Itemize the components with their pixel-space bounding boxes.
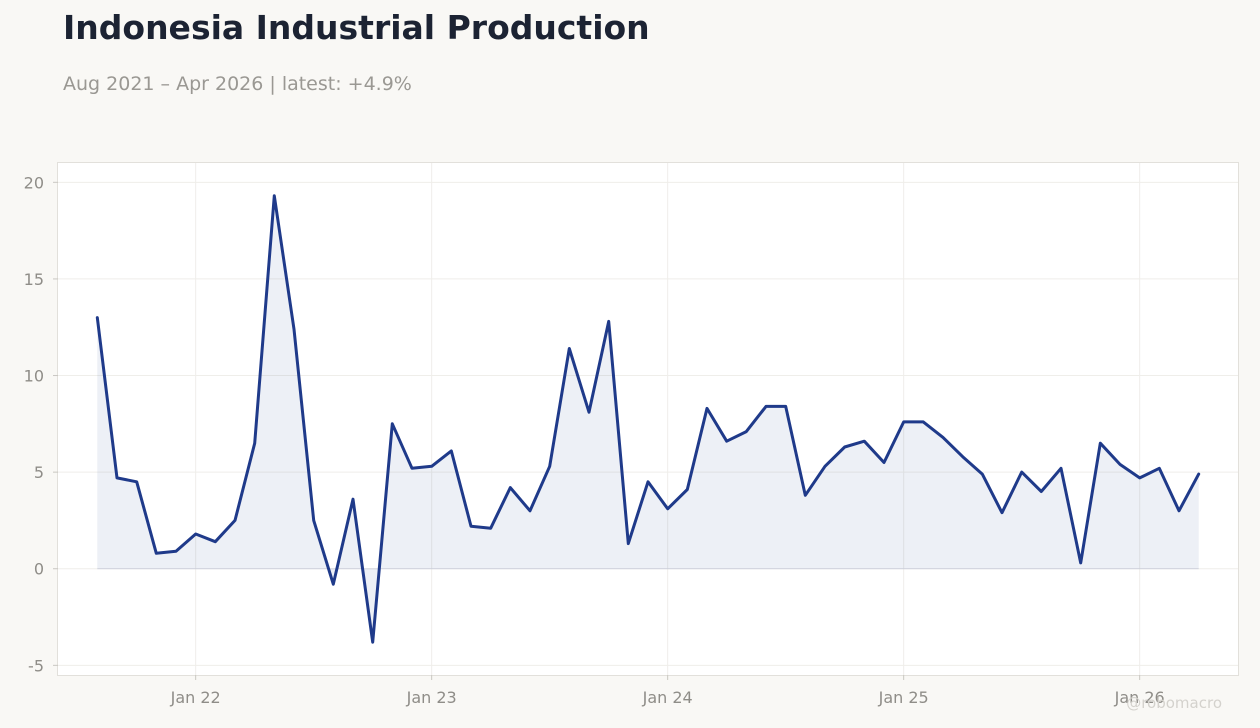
x-tick-label: Jan 23 — [406, 688, 457, 707]
chart-title: Indonesia Industrial Production — [63, 8, 650, 47]
x-tick-label: Jan 26 — [1114, 688, 1165, 707]
x-tick-label: Jan 22 — [170, 688, 221, 707]
x-axis: Jan 22 Jan 23 Jan 24 Jan 25 Jan 26 — [170, 675, 1165, 707]
series-line — [95, 194, 1201, 644]
plot-area — [57, 162, 1239, 676]
y-tick-label: 10 — [24, 367, 44, 386]
y-axis: -5 0 5 10 15 20 — [24, 173, 58, 675]
series-area — [97, 195, 1199, 643]
y-tick-label: 15 — [24, 270, 44, 289]
x-tick-label: Jan 25 — [878, 688, 929, 707]
y-tick-label: -5 — [28, 656, 44, 675]
y-tick-label: 20 — [24, 173, 44, 192]
grid — [58, 163, 1238, 675]
y-tick-label: 0 — [34, 560, 44, 579]
y-tick-label: 5 — [34, 463, 44, 482]
watermark: @robomacro — [1126, 694, 1222, 712]
chart-subtitle: Aug 2021 – Apr 2026 | latest: +4.9% — [63, 73, 412, 95]
x-tick-label: Jan 24 — [642, 688, 693, 707]
